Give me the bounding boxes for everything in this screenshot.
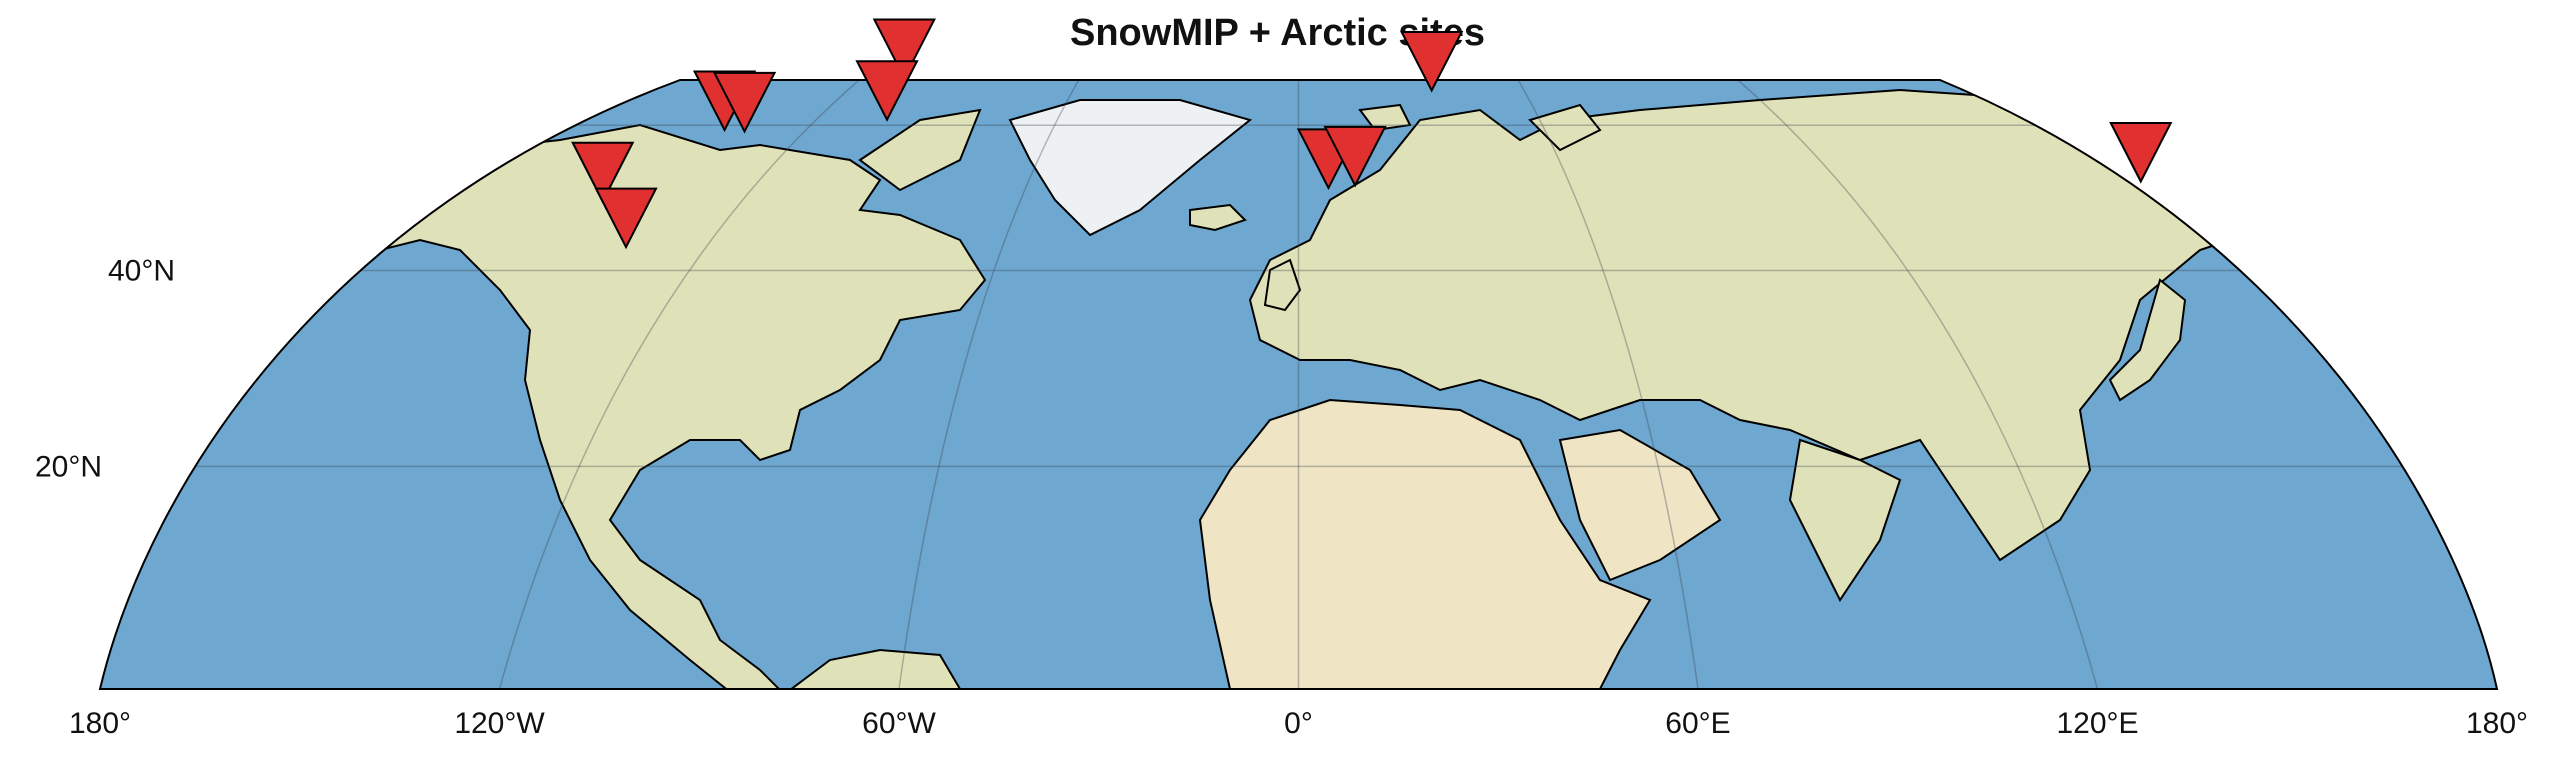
lon-tick-label: 0° [1284,707,1313,740]
land-north-america [377,123,987,689]
axis-labels: 180° 120°W 60°W 0° 60°E 120°E 180° 40°N … [35,255,2528,740]
land-svalbard [1358,103,1412,132]
meridian-line [498,80,860,689]
meridian-line [1737,80,2099,689]
lon-tick-label: 180° [2466,707,2528,740]
land-eurasia [1248,88,2282,562]
land-iceland [1189,203,1247,232]
meridian-line [898,80,1080,689]
lat-tick-label: 20°N [35,450,102,483]
lon-tick-label: 60°W [862,707,936,740]
site-marker [2109,121,2173,184]
lon-tick-label: 180° [69,707,131,740]
site-marker [872,18,936,81]
site-markers [571,18,2173,250]
site-marker [594,187,658,250]
site-marker [1323,125,1387,188]
lon-tick-label: 60°E [1665,707,1730,740]
land-south-america [786,648,962,689]
meridian-line [1517,80,1699,689]
site-marker [855,60,919,122]
land-uk [1263,258,1302,312]
land-layer [377,88,2282,689]
site-marker [1400,30,1464,93]
site-marker [712,71,777,134]
lat-tick-label: 40°N [108,255,175,288]
land-japan [2108,278,2187,402]
map-border [98,79,2499,690]
land-arabia [1558,428,1722,582]
lon-tick-label: 120°W [454,707,545,740]
land-greenland [1008,99,1253,237]
land-baffin [858,108,982,192]
land-africa [1198,398,1652,689]
lon-tick-label: 120°E [2056,707,2138,740]
land-novaya-zemlya [1528,103,1602,152]
site-marker [571,141,635,204]
land-india [1788,438,1902,602]
